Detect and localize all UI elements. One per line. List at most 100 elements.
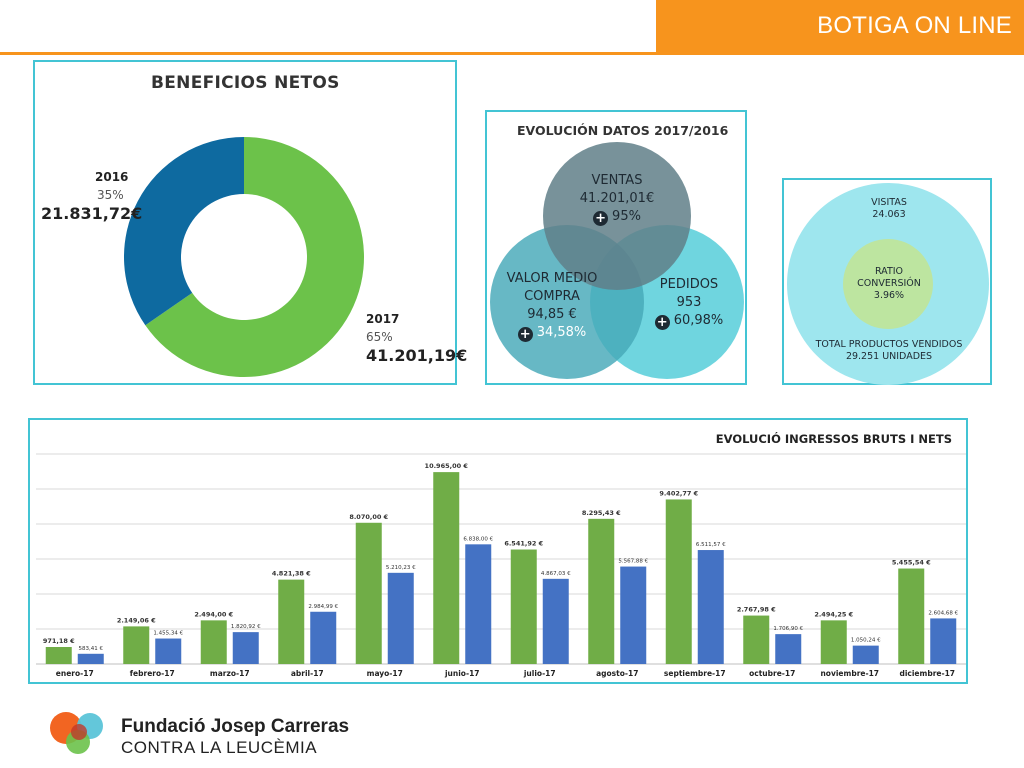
data-label: 1.050,24 € bbox=[851, 638, 881, 644]
foundation-tagline: CONTRA LA LEUCÈMIA bbox=[121, 738, 318, 757]
data-label: 10.965,00 € bbox=[425, 462, 469, 470]
bar-blue-octubre-17 bbox=[775, 634, 802, 664]
data-label: 583,41 € bbox=[79, 646, 104, 652]
total-sold-value: 29.251 UNIDADES bbox=[845, 351, 933, 362]
ventas-label: VENTAS bbox=[591, 173, 643, 188]
x-tick-label: diciembre-17 bbox=[899, 669, 955, 678]
venn-diagram bbox=[490, 142, 744, 379]
donut-slice-2016 bbox=[123, 137, 244, 326]
visits-panel: VISITAS 24.063 RATIO CONVERSIÓN 3.96% TO… bbox=[782, 178, 992, 385]
bar-green-mayo-17 bbox=[355, 522, 382, 664]
ventas-block: VENTAS 41.201,01€ +95% bbox=[557, 172, 677, 226]
conversion-value: 3.96% bbox=[873, 290, 905, 301]
label-2017-year: 2017 bbox=[366, 312, 400, 326]
pedidos-label: PEDIDOS bbox=[659, 277, 719, 292]
label-2017-amount: 41.201,19€ bbox=[366, 346, 468, 365]
conversion-label2: CONVERSIÓN bbox=[857, 278, 921, 289]
income-chart-title: EVOLUCIÓ INGRESSOS BRUTS I NETS bbox=[715, 432, 952, 446]
bar-blue-mayo-17 bbox=[387, 572, 414, 664]
data-label: 6.511,57 € bbox=[696, 542, 726, 548]
data-label: 1.706,90 € bbox=[773, 626, 803, 632]
total-sold-block: TOTAL PRODUCTOS VENDIDOS 29.251 UNIDADES bbox=[784, 339, 994, 363]
conversion-block: RATIO CONVERSIÓN 3.96% bbox=[784, 266, 994, 302]
data-label: 5.210,23 € bbox=[386, 565, 416, 571]
fundacio-logo-icon bbox=[50, 712, 103, 754]
data-label: 6.838,00 € bbox=[463, 536, 493, 542]
income-bar-chart: 971,18 € 583,41 € enero-17 2.149,06 € 1.455,… bbox=[36, 453, 966, 678]
data-label: 2.494,25 € bbox=[814, 610, 853, 618]
x-tick-label: enero-17 bbox=[56, 669, 94, 678]
net-profit-panel: BENEFICIOS NETOS 2016 35% 21.831,72€ 201… bbox=[33, 60, 467, 385]
pedidos-change: 60,98% bbox=[673, 313, 724, 328]
data-label: 4.821,38 € bbox=[272, 570, 311, 578]
x-tick-label: noviembre-17 bbox=[820, 669, 879, 678]
data-label: 9.402,77 € bbox=[659, 489, 698, 497]
conversion-label1: RATIO bbox=[874, 266, 904, 277]
data-label: 1.455,34 € bbox=[153, 631, 183, 637]
label-2017-percent: 65% bbox=[366, 330, 393, 344]
data-label: 2.604,68 € bbox=[928, 610, 958, 616]
x-tick-label: mayo-17 bbox=[367, 669, 403, 678]
header-tab: BOTIGA ON LINE bbox=[656, 0, 1024, 55]
bar-blue-enero-17 bbox=[77, 653, 104, 664]
plus-icon: + bbox=[517, 327, 533, 342]
data-label: 8.295,43 € bbox=[582, 509, 621, 517]
valor-medio-label2: COMPRA bbox=[524, 289, 580, 304]
total-sold-label: TOTAL PRODUCTOS VENDIDOS bbox=[815, 339, 963, 350]
bar-blue-julio-17 bbox=[542, 578, 569, 664]
x-tick-label: agosto-17 bbox=[596, 669, 638, 678]
evolution-panel: EVOLUCIÓN DATOS 2017/2016 VENTAS 41.201,… bbox=[485, 110, 747, 385]
data-label: 6.541,92 € bbox=[504, 540, 543, 548]
bar-green-abril-17 bbox=[278, 579, 305, 664]
visits-value: 24.063 bbox=[872, 209, 906, 220]
bar-blue-diciembre-17 bbox=[930, 618, 957, 664]
x-tick-label: marzo-17 bbox=[210, 669, 250, 678]
bar-green-noviembre-17 bbox=[820, 620, 847, 664]
evolution-title: EVOLUCIÓN DATOS 2017/2016 bbox=[517, 123, 729, 138]
visits-label: VISITAS bbox=[871, 197, 907, 208]
data-label: 5.567,88 € bbox=[618, 559, 648, 565]
bar-green-diciembre-17 bbox=[898, 568, 925, 664]
data-label: 2.494,00 € bbox=[194, 610, 233, 618]
donut-slice-2017 bbox=[145, 137, 364, 377]
net-profit-donut bbox=[123, 137, 364, 377]
data-label: 4.867,03 € bbox=[541, 571, 571, 577]
bar-blue-septiembre-17 bbox=[697, 550, 724, 664]
bar-blue-abril-17 bbox=[310, 611, 337, 664]
data-label: 5.455,54 € bbox=[892, 559, 931, 567]
visits-block: VISITAS 24.063 bbox=[784, 197, 994, 221]
bar-green-enero-17 bbox=[45, 647, 72, 664]
bar-blue-agosto-17 bbox=[620, 566, 647, 664]
x-tick-label: octubre-17 bbox=[749, 669, 795, 678]
valor-medio-value: 94,85 € bbox=[527, 307, 577, 322]
data-label: 971,18 € bbox=[43, 637, 75, 645]
x-tick-label: febrero-17 bbox=[130, 669, 175, 678]
plus-icon: + bbox=[654, 315, 670, 330]
net-profit-title: BENEFICIOS NETOS bbox=[151, 73, 340, 93]
bar-green-agosto-17 bbox=[588, 518, 615, 664]
ventas-change: 95% bbox=[612, 209, 641, 224]
ventas-circle bbox=[543, 142, 691, 290]
bar-green-marzo-17 bbox=[200, 620, 227, 664]
income-panel: EVOLUCIÓ INGRESSOS BRUTS I NETS 971,18 €… bbox=[28, 418, 968, 684]
x-tick-label: julio-17 bbox=[523, 669, 556, 678]
x-tick-label: junio-17 bbox=[444, 669, 480, 678]
ventas-value: 41.201,01€ bbox=[579, 191, 655, 206]
bar-blue-junio-17 bbox=[465, 544, 492, 664]
bar-blue-noviembre-17 bbox=[852, 645, 879, 664]
header-divider bbox=[0, 52, 1024, 55]
bar-green-octubre-17 bbox=[743, 615, 770, 664]
bar-blue-marzo-17 bbox=[232, 632, 259, 664]
bar-green-junio-17 bbox=[433, 472, 460, 664]
pedidos-block: PEDIDOS 953 +60,98% bbox=[639, 276, 739, 330]
data-label: 2.767,98 € bbox=[737, 606, 776, 614]
data-label: 8.070,00 € bbox=[349, 513, 388, 521]
valor-medio-change: 34,58% bbox=[536, 325, 587, 340]
data-label: 1.820,92 € bbox=[231, 624, 261, 630]
x-tick-label: abril-17 bbox=[291, 669, 324, 678]
plus-icon: + bbox=[593, 211, 609, 226]
page-title: BOTIGA ON LINE bbox=[817, 12, 1012, 39]
label-2016-percent: 35% bbox=[97, 188, 124, 202]
bar-green-julio-17 bbox=[510, 549, 537, 664]
data-label: 2.984,99 € bbox=[308, 604, 338, 610]
